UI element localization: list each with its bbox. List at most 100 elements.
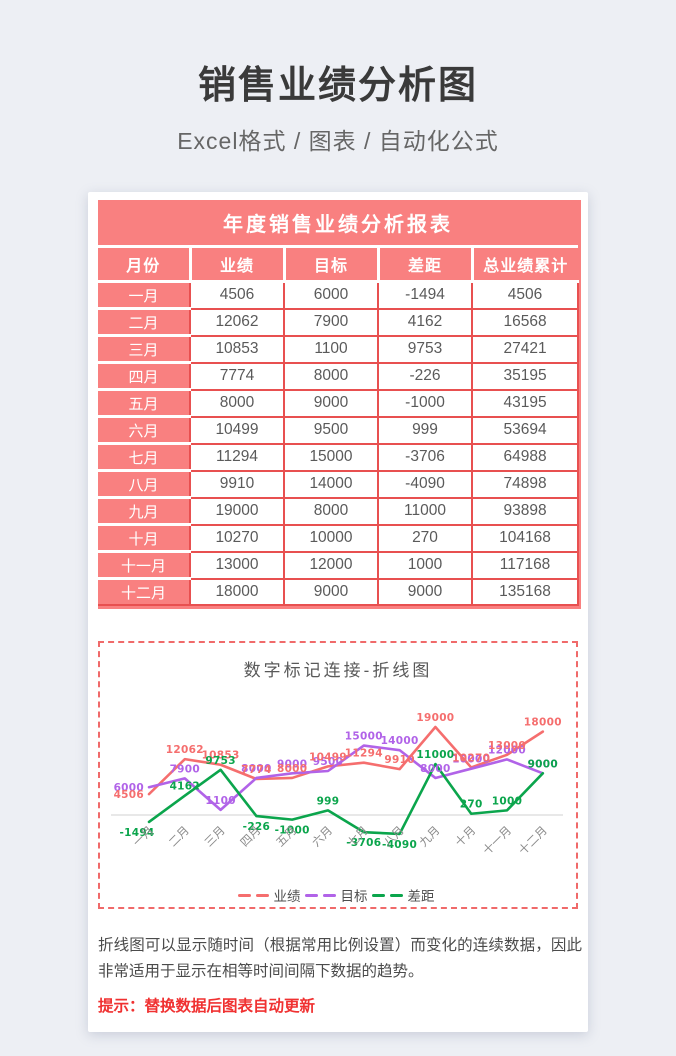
value-cell: 74898 bbox=[472, 470, 580, 499]
value-cell: 1100 bbox=[284, 335, 379, 364]
legend-dash-marker bbox=[304, 893, 318, 897]
value-cell: 135168 bbox=[472, 578, 580, 606]
table-row: 五月 8000 9000 -1000 43195 bbox=[98, 389, 580, 418]
legend-item-业绩: 业绩 bbox=[237, 885, 305, 905]
data-label: 10499 bbox=[309, 751, 347, 763]
value-cell: 8000 bbox=[284, 497, 379, 526]
value-cell: 9753 bbox=[378, 335, 473, 364]
table-row: 十一月 13000 12000 1000 117168 bbox=[98, 551, 580, 580]
column-header: 差距 bbox=[378, 246, 474, 283]
data-label: -1000 bbox=[275, 825, 310, 837]
table-title-row: 年度销售业绩分析报表 bbox=[98, 200, 579, 248]
data-label: 10853 bbox=[202, 750, 240, 762]
x-axis-label: 十月 bbox=[452, 823, 478, 849]
svg-text:十二月: 十二月 bbox=[516, 823, 550, 857]
x-axis-label: 十二月 bbox=[516, 823, 550, 857]
data-label: 7774 bbox=[241, 764, 271, 776]
data-label: 8000 bbox=[277, 763, 307, 775]
data-label: 1000 bbox=[492, 795, 522, 807]
svg-text:三月: 三月 bbox=[203, 825, 228, 850]
data-label: 11294 bbox=[345, 748, 383, 760]
column-header: 业绩 bbox=[190, 246, 286, 283]
x-axis-label: 二月 bbox=[167, 825, 192, 850]
data-label: -3706 bbox=[346, 837, 381, 849]
value-cell: 4506 bbox=[190, 281, 285, 310]
value-cell: 1000 bbox=[378, 551, 473, 580]
data-label: 14000 bbox=[381, 735, 419, 747]
column-header: 总业绩累计 bbox=[472, 246, 579, 283]
value-cell: 11294 bbox=[190, 443, 285, 472]
x-axis-label: 九月 bbox=[417, 824, 442, 849]
data-label: -1494 bbox=[119, 827, 154, 839]
legend-label: 差距 bbox=[407, 889, 435, 904]
data-label: -4090 bbox=[382, 839, 417, 851]
value-cell: 13000 bbox=[190, 551, 285, 580]
value-cell: 9000 bbox=[284, 578, 379, 606]
value-cell: 7900 bbox=[284, 308, 379, 337]
data-label: 999 bbox=[317, 795, 340, 807]
description-text: 折线图可以显示随时间（根据常用比例设置）而变化的连续数据，因此非常适用于显示在相… bbox=[98, 937, 582, 981]
value-cell: 53694 bbox=[472, 416, 580, 445]
chart-title: 数字标记连接-折线图 bbox=[243, 661, 433, 680]
page-header: 销售业绩分析图 Excel格式 / 图表 / 自动化公式 bbox=[0, 0, 676, 156]
legend-item-目标: 目标 bbox=[304, 885, 372, 905]
data-label: 12000 bbox=[488, 744, 526, 756]
data-label: 9000 bbox=[528, 758, 558, 770]
svg-text:九月: 九月 bbox=[417, 824, 442, 849]
data-label: 9000 bbox=[277, 758, 307, 770]
value-cell: 16568 bbox=[472, 308, 580, 337]
data-label: -226 bbox=[243, 821, 270, 833]
svg-text:十一月: 十一月 bbox=[480, 823, 514, 857]
column-header: 月份 bbox=[98, 246, 192, 283]
data-label: 4506 bbox=[114, 789, 144, 801]
month-cell: 五月 bbox=[98, 389, 191, 418]
x-axis-label: 十一月 bbox=[480, 823, 514, 857]
data-label: 9910 bbox=[384, 754, 414, 766]
value-cell: -4090 bbox=[378, 470, 473, 499]
page-title: 销售业绩分析图 bbox=[197, 65, 478, 107]
month-cell: 四月 bbox=[98, 362, 191, 391]
table-row: 十二月 18000 9000 9000 135168 bbox=[98, 578, 580, 606]
value-cell: 9000 bbox=[378, 578, 473, 606]
value-cell: 10000 bbox=[284, 524, 379, 553]
svg-text:六月: 六月 bbox=[310, 824, 335, 849]
column-header: 目标 bbox=[284, 246, 380, 283]
month-cell: 十一月 bbox=[98, 551, 191, 580]
table-row: 九月 19000 8000 11000 93898 bbox=[98, 497, 580, 526]
data-label: 9500 bbox=[313, 756, 343, 768]
data-label: 270 bbox=[460, 799, 483, 811]
data-label: 13000 bbox=[488, 740, 526, 752]
value-cell: 9910 bbox=[190, 470, 285, 499]
month-cell: 六月 bbox=[98, 416, 191, 445]
data-label: 8000 bbox=[420, 763, 450, 775]
series-line-目标 bbox=[147, 744, 545, 812]
value-cell: 19000 bbox=[190, 497, 285, 526]
table-row: 八月 9910 14000 -4090 74898 bbox=[98, 470, 580, 499]
chart-box: 数字标记连接-折线图 6000 7900 1100 8000 9000 9500 15000… bbox=[98, 641, 578, 909]
legend-item-差距: 差距 bbox=[371, 885, 439, 905]
data-label: 11000 bbox=[416, 749, 454, 761]
value-cell: 27421 bbox=[472, 335, 580, 364]
table-title: 年度销售业绩分析报表 bbox=[98, 200, 579, 248]
month-cell: 十二月 bbox=[98, 578, 191, 606]
month-cell: 八月 bbox=[98, 470, 191, 499]
value-cell: 9500 bbox=[284, 416, 379, 445]
value-cell: 999 bbox=[378, 416, 473, 445]
table-row: 七月 11294 15000 -3706 64988 bbox=[98, 443, 580, 472]
value-cell: 270 bbox=[378, 524, 473, 553]
value-cell: 4506 bbox=[472, 281, 580, 310]
data-label: 7900 bbox=[170, 763, 200, 775]
legend-label: 业绩 bbox=[273, 889, 301, 904]
value-cell: 14000 bbox=[284, 470, 379, 499]
x-axis-label: 三月 bbox=[203, 825, 228, 850]
x-axis-label: 六月 bbox=[310, 824, 335, 849]
content-card: 年度销售业绩分析报表 月份 业绩 目标 差距 总业绩累计 一月 4506 6000 -1494… bbox=[88, 192, 588, 1033]
data-label: 8000 bbox=[241, 763, 271, 775]
svg-text:十月: 十月 bbox=[452, 823, 478, 849]
value-cell: 18000 bbox=[190, 578, 285, 606]
legend-dash-marker bbox=[389, 893, 403, 897]
value-cell: 10270 bbox=[190, 524, 285, 553]
data-label: 9000 bbox=[528, 758, 558, 770]
chart-legend: 业绩 目标 差距 bbox=[100, 885, 576, 905]
value-cell: 10853 bbox=[190, 335, 285, 364]
